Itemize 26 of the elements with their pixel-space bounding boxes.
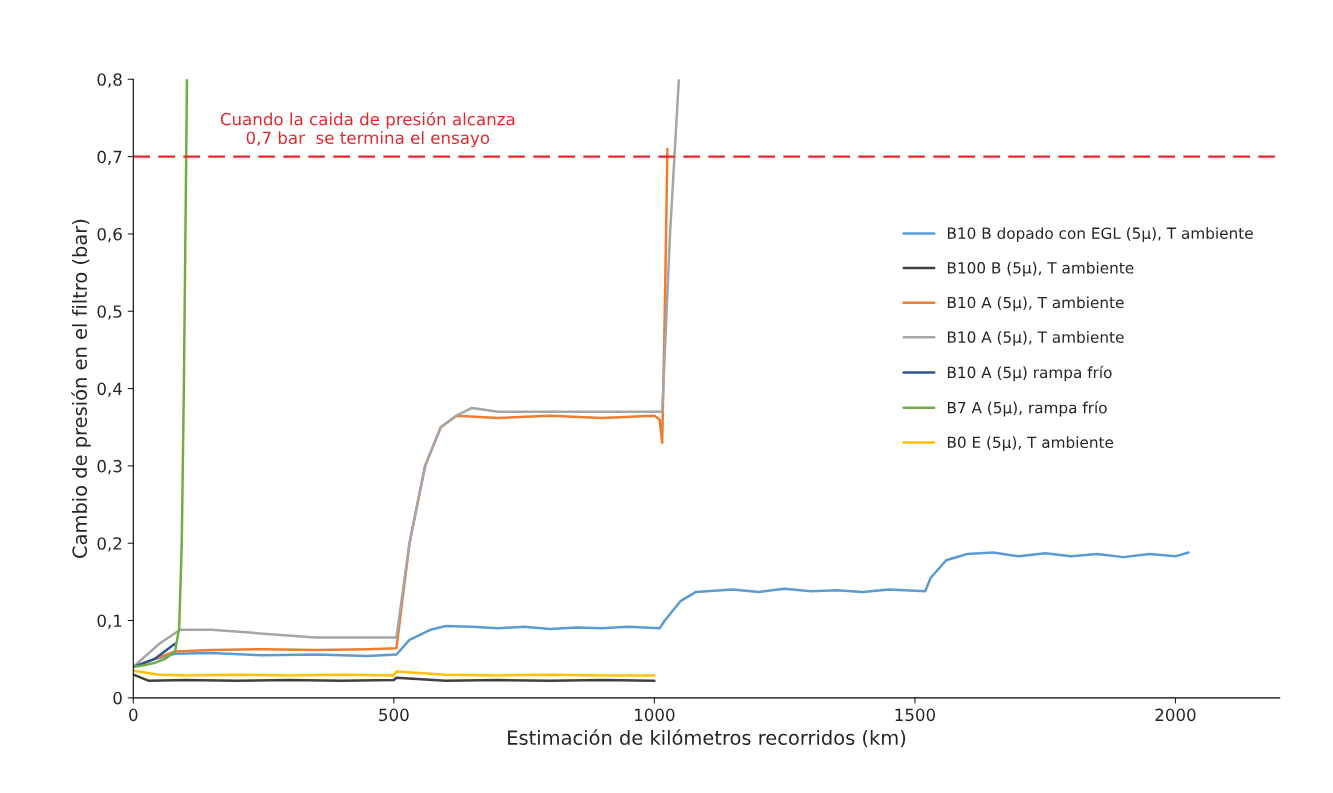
legend-label: B10 A (5µ) rampa frío	[947, 365, 1112, 382]
y-tick-label: 0,4	[97, 382, 122, 397]
legend-label: B10 A (5µ), T ambiente	[947, 296, 1124, 312]
x-axis-title: Estimación de kilómetros recorridos (km)	[508, 729, 906, 748]
line-series	[133, 673, 656, 683]
x-tick-label: 1500	[895, 708, 936, 722]
y-axis-title: Cambio de presión en el filtro (bar)	[71, 219, 91, 558]
y-tick-label: 0	[113, 691, 122, 705]
y-tick-label: 0,3	[97, 459, 122, 475]
y-tick-label: 0,5	[97, 305, 122, 320]
x-tick-label: 500	[379, 708, 409, 722]
y-tick-label: 0,1	[97, 614, 122, 629]
y-tick-label: 0,7	[97, 150, 122, 165]
x-tick-label: 2000	[1155, 708, 1196, 722]
y-tick-label: 0,2	[97, 537, 122, 552]
y-tick-label: 0,6	[97, 227, 122, 243]
ref-line-label: Cuando la caida de presión alcanza 0,7 bar se termina el ensayo	[220, 111, 515, 148]
legend-label: B100 B (5µ), T ambiente	[947, 261, 1134, 277]
line-series	[133, 79, 189, 669]
x-tick-label: 0	[129, 708, 138, 722]
x-tick-label: 1000	[635, 708, 675, 722]
legend-label: B0 E (5µ), T ambiente	[947, 436, 1114, 452]
y-tick-label: 0,8	[97, 73, 122, 88]
legend-label: B10 A (5µ), T ambiente	[947, 331, 1124, 346]
legend-label: B10 B dopado con EGL (5µ), T ambiente	[947, 227, 1253, 242]
legend-label: B7 A (5µ), rampa frío	[947, 400, 1107, 417]
